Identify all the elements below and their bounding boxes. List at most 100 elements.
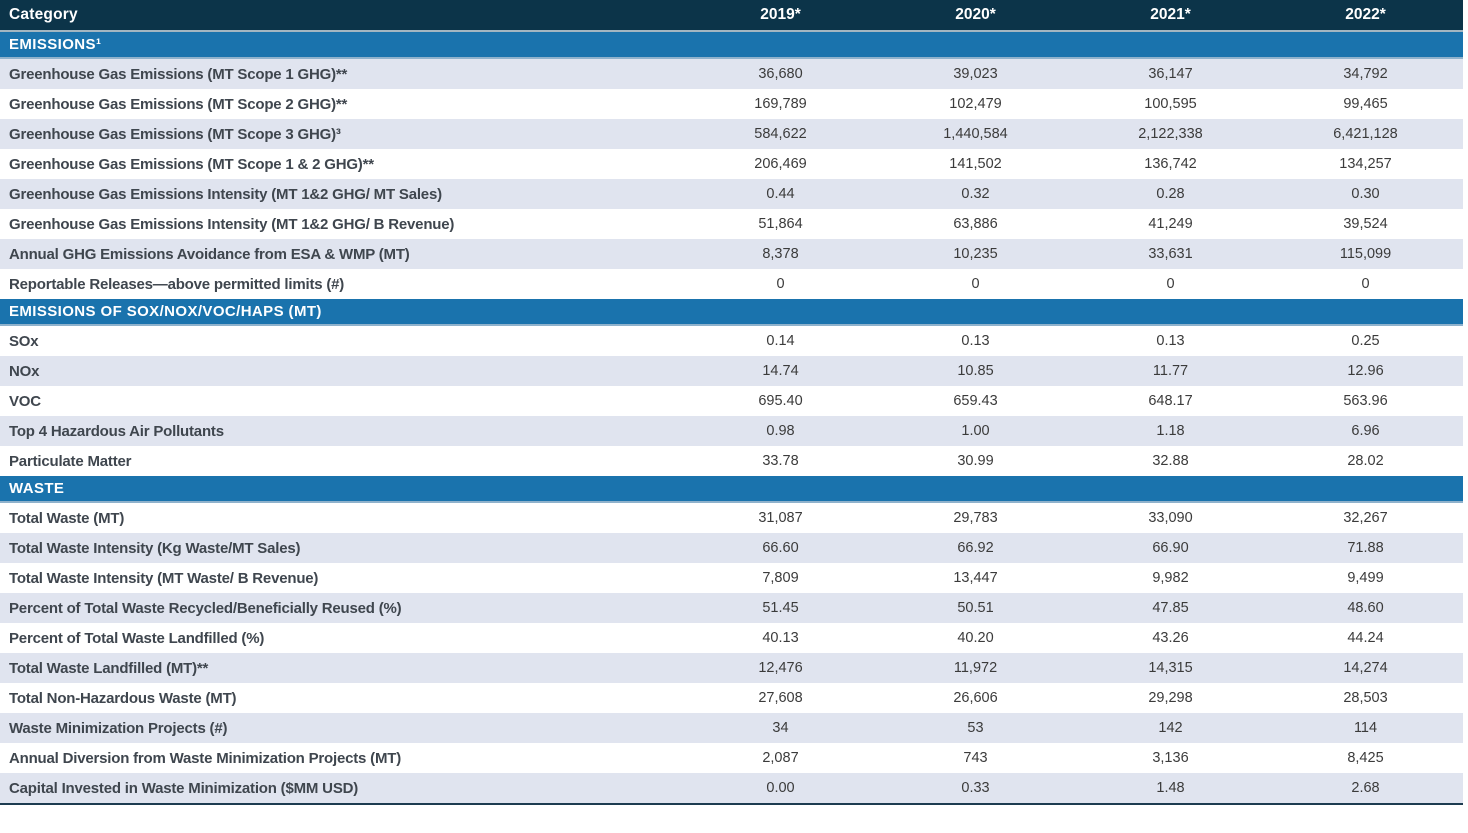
row-value: 47.85 xyxy=(1152,600,1189,616)
row-value: 12.96 xyxy=(1347,363,1384,379)
section-title: EMISSIONS¹ xyxy=(9,36,102,53)
row-value: 51,864 xyxy=(758,216,803,232)
row-value: 648.17 xyxy=(1148,393,1193,409)
row-value: 584,622 xyxy=(754,126,807,142)
row-value: 206,469 xyxy=(754,156,807,172)
category-column-header: Category xyxy=(9,6,78,23)
row-value: 66.60 xyxy=(762,540,799,556)
table-row: Greenhouse Gas Emissions (MT Scope 3 GHG… xyxy=(0,119,1463,149)
row-value: 115,099 xyxy=(1339,246,1392,262)
row-value: 6,421,128 xyxy=(1333,126,1398,142)
row-value: 1.48 xyxy=(1156,780,1185,796)
row-value: 40.13 xyxy=(762,630,799,646)
row-value: 141,502 xyxy=(949,156,1002,172)
row-value: 36,680 xyxy=(758,66,803,82)
row-value: 2.68 xyxy=(1351,780,1380,796)
row-value: 134,257 xyxy=(1339,156,1392,172)
table-row: Greenhouse Gas Emissions (MT Scope 1 GHG… xyxy=(0,59,1463,89)
table-row: Total Waste Intensity (Kg Waste/MT Sales… xyxy=(0,533,1463,563)
row-value: 30.99 xyxy=(957,453,994,469)
year-column-header-2020: 2020* xyxy=(955,6,996,23)
row-value: 14,274 xyxy=(1343,660,1388,676)
row-value: 66.92 xyxy=(957,540,994,556)
row-value: 11.77 xyxy=(1152,363,1189,379)
section-title: EMISSIONS OF SOX/NOX/VOC/HAPS (MT) xyxy=(9,303,322,320)
row-value: 51.45 xyxy=(762,600,799,616)
row-label: Greenhouse Gas Emissions Intensity (MT 1… xyxy=(9,215,455,233)
row-value: 2,087 xyxy=(762,750,799,766)
row-value: 39,524 xyxy=(1343,216,1388,232)
row-label: Particulate Matter xyxy=(9,452,132,470)
row-label: SOx xyxy=(9,332,39,350)
row-value: 33.78 xyxy=(762,453,799,469)
row-value: 32,267 xyxy=(1343,510,1388,526)
row-value: 40.20 xyxy=(957,630,994,646)
table-row: Total Waste Landfilled (MT)** 12,476 11,97… xyxy=(0,653,1463,683)
row-value: 44.24 xyxy=(1347,630,1384,646)
table-row: Particulate Matter 33.78 30.99 32.88 28.02 xyxy=(0,446,1463,476)
row-value: 2,122,338 xyxy=(1138,126,1203,142)
row-label: Waste Minimization Projects (#) xyxy=(9,719,228,737)
year-column-header-2021: 2021* xyxy=(1150,6,1191,23)
row-value: 0.32 xyxy=(961,186,990,202)
row-value: 26,606 xyxy=(953,690,998,706)
section-band: EMISSIONS OF SOX/NOX/VOC/HAPS (MT) xyxy=(0,299,1463,326)
row-value: 31,087 xyxy=(758,510,803,526)
row-label: Greenhouse Gas Emissions (MT Scope 2 GHG… xyxy=(9,95,348,113)
table-row: Total Waste Intensity (MT Waste/ B Reven… xyxy=(0,563,1463,593)
row-label: Top 4 Hazardous Air Pollutants xyxy=(9,422,224,440)
row-value: 7,809 xyxy=(762,570,799,586)
table-row: Greenhouse Gas Emissions Intensity (MT 1… xyxy=(0,209,1463,239)
row-value: 63,886 xyxy=(953,216,998,232)
row-value: 0.33 xyxy=(961,780,990,796)
row-label: Greenhouse Gas Emissions (MT Scope 1 & 2… xyxy=(9,155,374,173)
year-column-header-2022: 2022* xyxy=(1345,6,1386,23)
table-row: SOx 0.14 0.13 0.13 0.25 xyxy=(0,326,1463,356)
row-value: 29,298 xyxy=(1148,690,1193,706)
row-value: 14,315 xyxy=(1148,660,1193,676)
row-value: 12,476 xyxy=(758,660,803,676)
row-label: Greenhouse Gas Emissions Intensity (MT 1… xyxy=(9,185,442,203)
table-body: EMISSIONS¹ Greenhouse Gas Emissions (MT S… xyxy=(0,32,1463,803)
row-value: 10,235 xyxy=(953,246,998,262)
row-value: 8,425 xyxy=(1347,750,1384,766)
row-value: 6.96 xyxy=(1351,423,1380,439)
row-label: NOx xyxy=(9,362,40,380)
row-value: 136,742 xyxy=(1144,156,1197,172)
row-value: 9,499 xyxy=(1347,570,1384,586)
row-label: Annual Diversion from Waste Minimization… xyxy=(9,749,402,767)
row-label: Total Waste Intensity (MT Waste/ B Reven… xyxy=(9,569,319,587)
row-value: 33,090 xyxy=(1148,510,1193,526)
row-value: 34 xyxy=(772,720,789,736)
row-value: 10.85 xyxy=(957,363,994,379)
row-label: Total Waste Intensity (Kg Waste/MT Sales… xyxy=(9,539,301,557)
row-value: 0 xyxy=(776,276,785,292)
row-value: 43.26 xyxy=(1152,630,1189,646)
row-value: 14.74 xyxy=(762,363,799,379)
row-value: 0.14 xyxy=(766,333,795,349)
row-value: 34,792 xyxy=(1343,66,1388,82)
row-value: 1,440,584 xyxy=(943,126,1008,142)
row-value: 0.98 xyxy=(766,423,795,439)
row-value: 169,789 xyxy=(754,96,807,112)
row-value: 50.51 xyxy=(957,600,994,616)
row-label: VOC xyxy=(9,392,41,410)
table-row: Percent of Total Waste Recycled/Benefici… xyxy=(0,593,1463,623)
row-value: 0 xyxy=(971,276,980,292)
esg-metrics-table: Category 2019* 2020* 2021* 2022* EMISSIO… xyxy=(0,0,1463,805)
row-value: 9,982 xyxy=(1152,570,1189,586)
row-value: 0.00 xyxy=(766,780,795,796)
table-row: Reportable Releases—above permitted limi… xyxy=(0,269,1463,299)
row-label: Total Waste (MT) xyxy=(9,509,125,527)
row-value: 71.88 xyxy=(1347,540,1384,556)
table-row: Total Waste (MT) 31,087 29,783 33,090 32,267 xyxy=(0,503,1463,533)
table-row: Greenhouse Gas Emissions (MT Scope 2 GHG… xyxy=(0,89,1463,119)
row-value: 0 xyxy=(1361,276,1370,292)
row-value: 99,465 xyxy=(1343,96,1388,112)
row-value: 66.90 xyxy=(1152,540,1189,556)
row-value: 36,147 xyxy=(1148,66,1193,82)
row-value: 48.60 xyxy=(1347,600,1384,616)
table-row: Top 4 Hazardous Air Pollutants 0.98 1.00 1.… xyxy=(0,416,1463,446)
row-label: Total Non-Hazardous Waste (MT) xyxy=(9,689,237,707)
table-row: Annual GHG Emissions Avoidance from ESA … xyxy=(0,239,1463,269)
